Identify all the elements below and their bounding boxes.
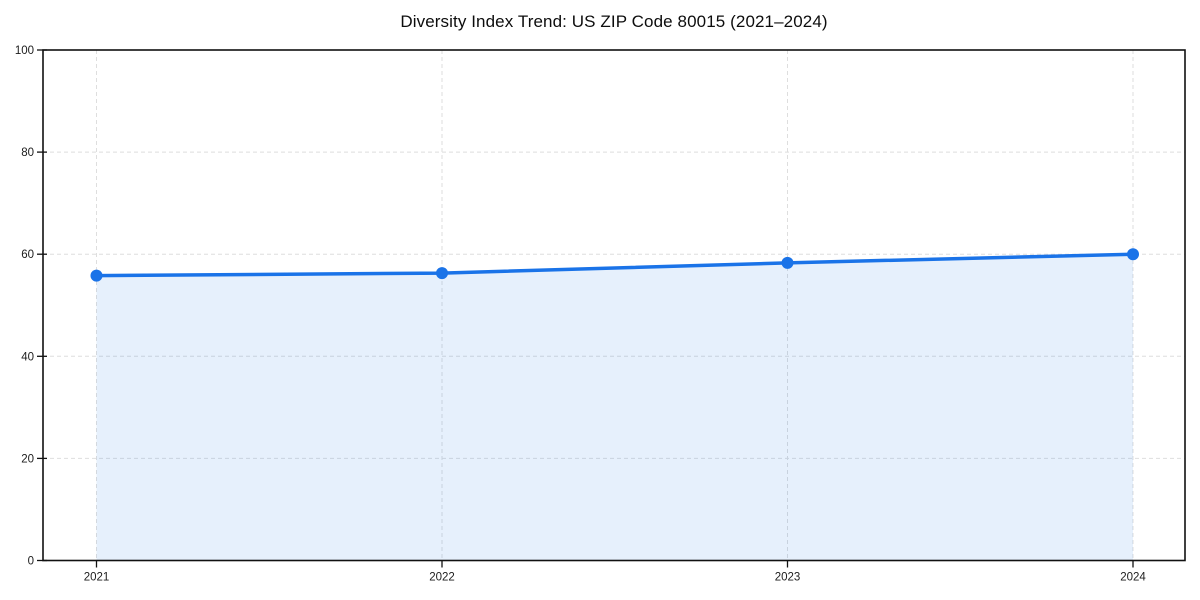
x-tick-label: 2022 [429,572,455,584]
y-tick-label: 20 [21,453,34,465]
y-axis: 0 20 40 60 80 100 [15,45,47,568]
data-point-2023 [781,256,794,269]
y-tick-label: 80 [21,147,34,159]
data-point-2024 [1127,248,1139,261]
x-tick-label: 2023 [775,572,801,584]
area-fill [96,254,1133,561]
x-axis: 2021 2022 2023 2024 [84,560,1146,584]
y-tick-label: 60 [21,249,34,261]
data-point-2021 [90,269,103,282]
data-point-2022 [436,267,448,280]
x-tick-label: 2024 [1120,572,1146,584]
plot-border [42,49,1186,562]
chart-title: Diversity Index Trend: US ZIP Code 80015… [400,12,828,31]
data-points [90,248,1139,282]
trend-line [94,252,1135,278]
x-tick-label: 2021 [84,572,110,584]
y-tick-label: 0 [28,556,34,568]
y-tick-label: 100 [15,45,34,57]
y-tick-label: 40 [21,351,34,363]
